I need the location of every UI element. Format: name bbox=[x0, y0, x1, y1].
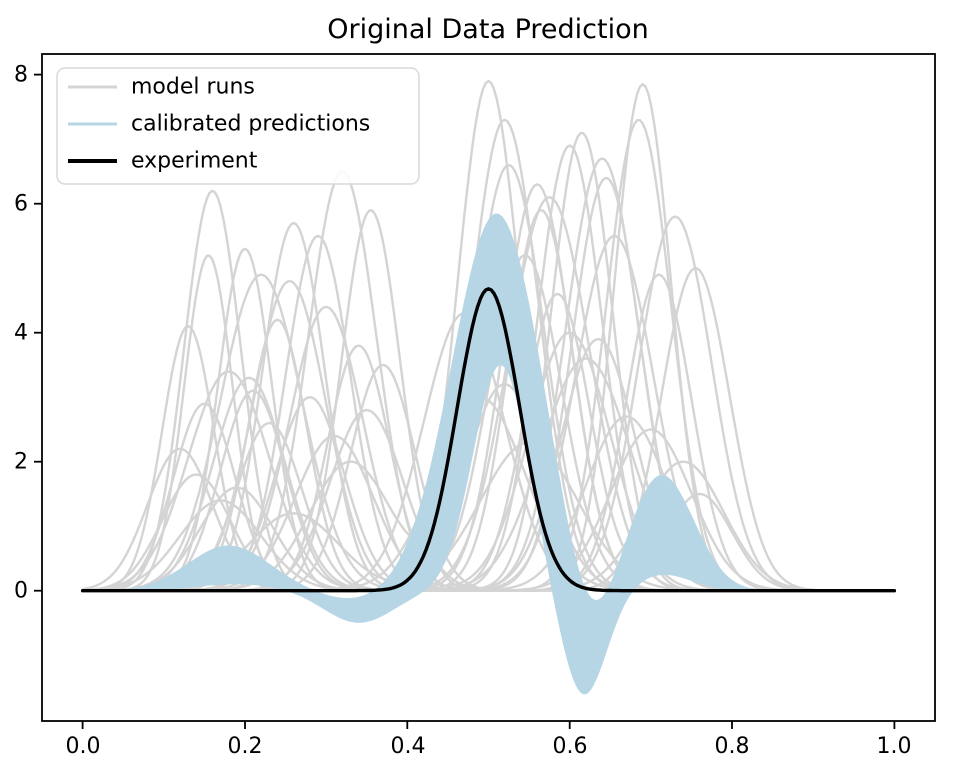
x-tick-label-0: 0.0 bbox=[66, 734, 101, 759]
y-tick-label-0: 0 bbox=[14, 579, 28, 604]
plot-area bbox=[80, 79, 897, 695]
x-tick-label-1: 0.2 bbox=[228, 734, 263, 759]
experiment-curve bbox=[80, 287, 897, 593]
legend-label-experiment: experiment bbox=[131, 149, 258, 174]
legend-item-experiment: experiment bbox=[68, 149, 258, 174]
y-tick-label-2: 4 bbox=[14, 321, 28, 346]
y-tick-label-3: 6 bbox=[14, 192, 28, 217]
axes-border bbox=[41, 53, 936, 722]
y-tick-label-1: 2 bbox=[14, 450, 28, 475]
axis-ticks bbox=[34, 73, 896, 729]
legend-item-model-runs: model runs bbox=[68, 75, 255, 100]
y-axis: 0 2 4 6 8 bbox=[14, 63, 28, 604]
calibrated-predictions-band bbox=[82, 213, 895, 695]
model-run-curve bbox=[82, 460, 895, 592]
legend-box bbox=[56, 67, 420, 185]
y-tick-label-4: 8 bbox=[14, 63, 28, 88]
x-tick-label-4: 0.8 bbox=[715, 734, 750, 759]
legend-label-calibrated-predictions: calibrated predictions bbox=[131, 112, 370, 137]
x-tick-label-5: 1.0 bbox=[877, 734, 912, 759]
legend-label-model-runs: model runs bbox=[131, 75, 255, 100]
x-tick-label-2: 0.4 bbox=[391, 734, 426, 759]
x-tick-label-3: 0.6 bbox=[553, 734, 588, 759]
legend: model runs calibrated predictions experi… bbox=[56, 67, 420, 185]
x-axis: 0.0 0.2 0.4 0.6 0.8 1.0 bbox=[66, 734, 912, 759]
legend-item-calibrated-predictions: calibrated predictions bbox=[68, 112, 370, 137]
chart-title: Original Data Prediction bbox=[327, 14, 648, 45]
model-run-curve bbox=[82, 293, 895, 592]
